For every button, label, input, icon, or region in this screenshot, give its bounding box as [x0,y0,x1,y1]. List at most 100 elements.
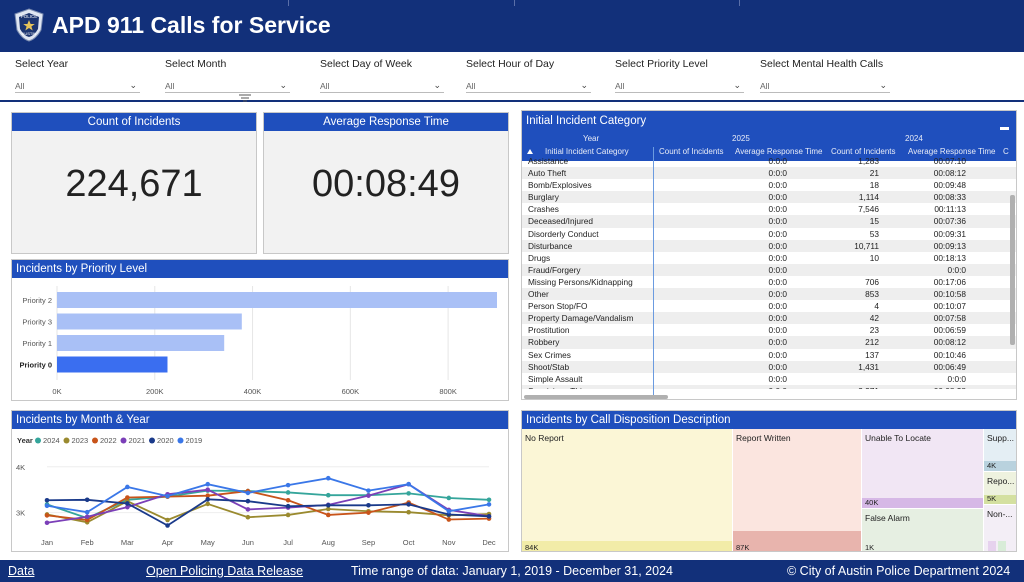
data-point[interactable] [165,517,170,523]
data-point[interactable] [125,501,130,506]
chevron-down-icon[interactable]: ⌄ [879,80,887,90]
data-point[interactable] [406,509,411,515]
legend-label[interactable]: 2021 [129,436,146,445]
data-point[interactable] [165,493,170,499]
treemap-tile-small[interactable] [998,541,1006,551]
category-column-header[interactable]: Initial Incident Category [545,147,629,156]
data-point[interactable] [205,493,211,498]
table-row[interactable]: Prostitution 0:0:0 23 00:06:59 [522,324,1016,336]
data-point[interactable] [366,493,371,498]
data-point[interactable] [486,514,492,519]
priority-bar[interactable] [57,292,497,308]
hour-of-day-dropdown[interactable]: All ⌄ [466,77,591,93]
treemap-tile-non[interactable]: Non-... [984,505,1016,551]
legend-marker[interactable] [35,437,41,444]
data-point[interactable] [205,497,211,502]
priority-level-dropdown[interactable]: All ⌄ [615,77,744,93]
data-point[interactable] [446,495,452,501]
legend-label[interactable]: 2020 [157,436,174,445]
priority-level-slicer[interactable]: Select Priority Level All ⌄ [615,58,744,93]
data-point[interactable] [406,502,411,507]
data-point[interactable] [44,520,50,526]
data-point[interactable] [44,503,50,509]
hour-of-day-slicer[interactable]: Select Hour of Day All ⌄ [466,58,591,93]
data-point[interactable] [285,497,291,503]
legend-label[interactable]: 2024 [43,436,60,445]
month-slicer[interactable]: Select Month All ⌄ [165,58,290,93]
table-row[interactable]: Shoot/Stab 0:0:0 1,431 00:06:49 [522,360,1016,373]
data-point[interactable] [125,484,130,490]
legend-marker[interactable] [63,437,70,444]
data-point[interactable] [406,481,411,487]
data-link[interactable]: Data [8,564,35,578]
chevron-down-icon[interactable]: ⌄ [580,80,588,90]
data-point[interactable] [84,517,90,523]
data-point[interactable] [325,512,331,518]
data-point[interactable] [125,504,130,510]
series-line-2019[interactable] [46,477,490,514]
treemap-tile-report[interactable]: Repo... 5K [984,472,1016,504]
legend-marker[interactable] [120,437,127,444]
data-point[interactable] [406,491,411,496]
data-point[interactable] [205,487,211,493]
year-dropdown[interactable]: All ⌄ [15,77,140,93]
chevron-down-icon[interactable]: ⌄ [279,80,287,90]
data-point[interactable] [446,517,452,522]
data-point[interactable] [486,502,492,507]
legend-label[interactable]: 2019 [186,436,203,445]
treemap-tile-no-report[interactable]: No Report 84K [522,429,732,551]
data-point[interactable] [366,510,371,515]
table-row[interactable]: Deceased/Injured 0:0:0 15 00:07:36 [522,215,1016,228]
table-row[interactable]: Sex Crimes 0:0:0 137 00:10:46 [522,349,1016,361]
legend-marker[interactable] [177,437,184,444]
data-point[interactable] [446,508,452,514]
table-row[interactable]: Assistance 0:0:0 1,283 00:07:10 [522,155,1016,167]
data-point[interactable] [366,488,371,493]
chevron-down-icon[interactable]: ⌄ [433,80,441,90]
data-point[interactable] [285,503,291,509]
table-row[interactable]: Bomb/Explosives 0:0:0 18 00:09:48 [522,179,1016,191]
horizontal-scrollbar[interactable] [524,395,668,399]
data-point[interactable] [285,490,291,495]
data-point[interactable] [245,514,251,520]
legend-label[interactable]: 2022 [100,436,117,445]
data-point[interactable] [325,503,331,508]
data-point[interactable] [84,514,90,520]
count-2025-column-header[interactable]: Count of Incidents [659,147,724,156]
table-row[interactable]: Missing Persons/Kidnapping 0:0:0 706 00:… [522,276,1016,288]
data-point[interactable] [44,497,50,503]
priority-bar[interactable] [57,335,225,351]
treemap-tile-report-written[interactable]: Report Written 87K [733,429,861,551]
data-point[interactable] [44,513,50,518]
chevron-down-icon[interactable]: ⌄ [129,80,137,90]
legend-marker[interactable] [92,437,98,444]
data-point[interactable] [125,495,130,500]
data-point[interactable] [165,523,170,528]
table-row[interactable]: Person Stop/FO 0:0:0 4 00:10:07 [522,300,1016,312]
data-point[interactable] [325,492,331,498]
table-row[interactable]: Simple Assault 0:0:0 0:0:0 [522,373,1016,385]
treemap-tile-false-alarm[interactable]: False Alarm 1K [862,509,983,551]
response-2025-column-header[interactable]: Average Response Time [735,147,823,156]
day-of-week-slicer[interactable]: Select Day of Week All ⌄ [320,58,444,93]
data-point[interactable] [84,497,90,503]
open-policing-data-link[interactable]: Open Policing Data Release [146,564,304,578]
focus-mode-icon[interactable] [1000,127,1009,130]
data-point[interactable] [84,509,90,515]
series-line-2020[interactable] [46,498,490,527]
table-row[interactable]: Property Damage/Vandalism 0:0:0 42 00:07… [522,312,1016,325]
table-row[interactable]: Suspicious Things 0:0:0 2,371 00:08:28 [522,384,1016,389]
year-slicer[interactable]: Select Year All ⌄ [15,58,140,93]
data-point[interactable] [245,507,251,512]
table-row[interactable]: Disturbance 0:0:0 10,711 00:09:13 [522,239,1016,252]
chevron-down-icon[interactable]: ⌄ [733,80,741,90]
data-point[interactable] [205,501,211,507]
table-row[interactable]: Disorderly Conduct 0:0:0 53 00:09:31 [522,228,1016,240]
truncated-column-header[interactable]: C [1003,147,1009,156]
legend-label[interactable]: 2023 [72,436,89,445]
data-point[interactable] [205,481,211,487]
table-row[interactable]: Other 0:0:0 853 00:10:58 [522,288,1016,301]
data-point[interactable] [446,512,452,517]
legend-marker[interactable] [149,437,155,444]
data-point[interactable] [486,497,492,503]
